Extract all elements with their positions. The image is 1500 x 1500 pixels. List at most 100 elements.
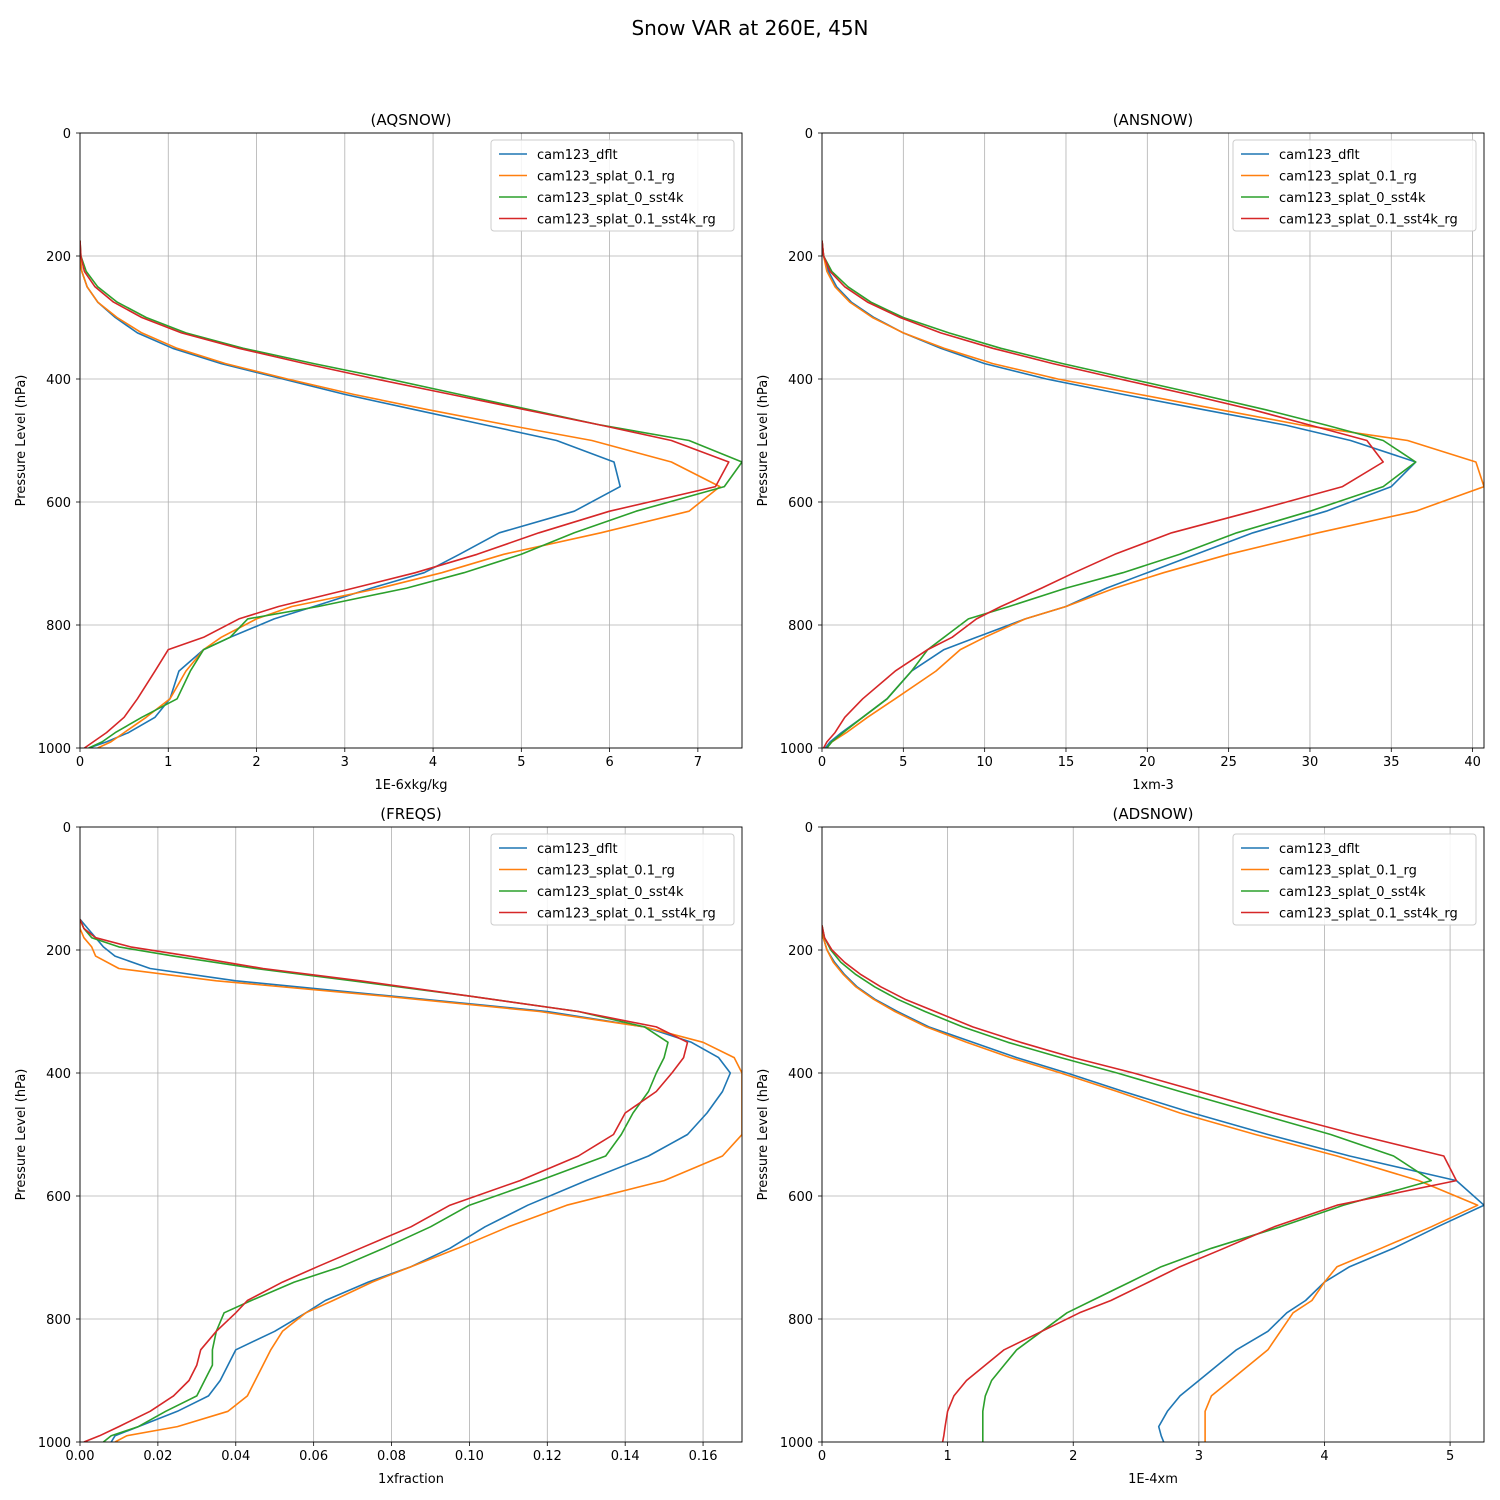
y-tick-label: 600 <box>788 1190 813 1205</box>
legend-label: cam123_splat_0.1_sst4k_rg <box>1279 907 1458 922</box>
subplot-1: 0 1 2 3 4 5 6 7 0 200 400 600 800 1000 (AQSNOW) 1E-6xkg… <box>14 111 743 793</box>
y-tick-label: 0 <box>63 821 71 836</box>
x-tick-label: 1 <box>164 755 172 770</box>
y-axis-label: Pressure Level (hPa) <box>14 1069 29 1201</box>
y-tick-label: 1000 <box>780 742 813 757</box>
y-tick-label: 200 <box>788 944 813 959</box>
legend: cam123_dflt cam123_splat_0.1_rg cam123_spl… <box>1232 139 1477 232</box>
legend: cam123_dflt cam123_splat_0.1_rg cam123_spl… <box>1232 833 1477 926</box>
legend-label: cam123_splat_0.1_rg <box>1279 864 1417 879</box>
x-tick-label: 5 <box>1446 1449 1454 1464</box>
x-tick-label: 0.04 <box>221 1449 250 1464</box>
series-line-cam123_splat_0_sst4k <box>822 240 1417 748</box>
y-tick-label: 400 <box>46 373 71 388</box>
x-tick-label: 0.14 <box>611 1449 640 1464</box>
subplot-title: (AQSNOW) <box>371 111 452 129</box>
x-tick-label: 0.08 <box>377 1449 406 1464</box>
series-line-cam123_dflt <box>80 918 732 1442</box>
axes-frame <box>821 826 1485 1443</box>
y-tick-label: 400 <box>788 1067 813 1082</box>
x-tick-label: 0 <box>818 1449 826 1464</box>
x-tick-label: 2 <box>252 755 260 770</box>
legend-box <box>1232 833 1477 926</box>
x-tick-label: 0 <box>818 755 826 770</box>
y-tick-label: 1000 <box>780 1436 813 1451</box>
y-tick-label: 200 <box>46 944 71 959</box>
series-line-cam123_splat_0_sst4k <box>822 925 1432 1442</box>
x-tick-label: 4 <box>429 755 437 770</box>
series-line-cam123_splat_0.1_sst4k_rg <box>80 918 689 1442</box>
subplot-title: (ADSNOW) <box>1113 805 1194 823</box>
series-line-cam123_splat_0.1_rg <box>80 919 742 1442</box>
legend-box <box>490 833 735 926</box>
x-tick-label: 1 <box>943 1449 951 1464</box>
x-tick-label: 0.06 <box>299 1449 328 1464</box>
x-tick-label: 25 <box>1220 755 1237 770</box>
series-line-cam123_splat_0_sst4k <box>80 918 669 1442</box>
subplot-2: 0 5 10 15 20 25 30 35 4002004006008001000(ANSNOW… <box>756 111 1485 793</box>
x-tick-label: 0.16 <box>689 1449 718 1464</box>
y-tick-label: 0 <box>805 127 813 142</box>
legend-label: cam123_splat_0.1_rg <box>537 170 675 185</box>
figure-title: Snow VAR at 260E, 45N <box>631 16 869 40</box>
axes-frame <box>79 826 743 1443</box>
legend-label: cam123_splat_0_sst4k <box>1279 885 1426 900</box>
y-tick-label: 800 <box>788 1313 813 1328</box>
legend-label: cam123_splat_0_sst4k <box>1279 191 1426 206</box>
legend-label: cam123_splat_0_sst4k <box>537 885 684 900</box>
series-line-cam123_splat_0_sst4k <box>80 240 742 748</box>
x-axis-label: 1xm-3 <box>1132 778 1174 793</box>
x-axis-label: 1xfraction <box>378 1472 444 1487</box>
legend-label: cam123_splat_0.1_sst4k_rg <box>537 213 716 228</box>
series-line-cam123_dflt <box>822 925 1484 1442</box>
x-tick-label: 4 <box>1320 1449 1328 1464</box>
legend: cam123_dflt cam123_splat_0.1_rg cam123_spl… <box>490 833 735 926</box>
legend-label: cam123_splat_0.1_sst4k_rg <box>1279 213 1458 228</box>
legend-label: cam123_dflt <box>1279 842 1360 857</box>
y-tick-label: 400 <box>46 1067 71 1082</box>
legend: cam123_dflt cam123_splat_0.1_rg cam123_spl… <box>490 139 735 232</box>
legend-box <box>1232 139 1477 232</box>
x-tick-label: 7 <box>694 755 702 770</box>
x-tick-label: 2 <box>1069 1449 1077 1464</box>
series-line-cam123_splat_0.1_rg <box>822 925 1479 1442</box>
y-tick-label: 600 <box>46 1190 71 1205</box>
x-tick-label: 5 <box>899 755 907 770</box>
y-tick-label: 0 <box>805 821 813 836</box>
x-tick-label: 3 <box>1195 1449 1203 1464</box>
y-tick-label: 1000 <box>38 742 71 757</box>
legend-label: cam123_splat_0.1_sst4k_rg <box>537 907 716 922</box>
legend-label: cam123_dflt <box>537 842 618 857</box>
x-tick-label: 0.12 <box>533 1449 562 1464</box>
y-tick-label: 0 <box>63 127 71 142</box>
series-line-cam123_splat_0.1_rg <box>80 240 721 748</box>
y-axis-label: Pressure Level (hPa) <box>14 375 29 507</box>
legend-label: cam123_splat_0.1_rg <box>1279 170 1417 185</box>
x-tick-label: 10 <box>976 755 993 770</box>
x-tick-label: 40 <box>1464 755 1481 770</box>
x-tick-label: 3 <box>341 755 349 770</box>
y-tick-label: 400 <box>788 373 813 388</box>
x-axis-label: 1E-6xkg/kg <box>374 778 447 793</box>
legend-label: cam123_splat_0.1_rg <box>537 864 675 879</box>
y-tick-label: 200 <box>46 250 71 265</box>
x-tick-label: 5 <box>517 755 525 770</box>
y-tick-label: 200 <box>788 250 813 265</box>
x-tick-label: 0 <box>76 755 84 770</box>
legend-label: cam123_splat_0_sst4k <box>537 191 684 206</box>
x-tick-label: 30 <box>1302 755 1319 770</box>
y-tick-label: 800 <box>46 1313 71 1328</box>
x-tick-label: 15 <box>1058 755 1075 770</box>
y-tick-label: 600 <box>46 496 71 511</box>
x-tick-label: 20 <box>1139 755 1156 770</box>
series-line-cam123_splat_0.1_sst4k_rg <box>822 240 1384 748</box>
axes-frame <box>79 132 743 749</box>
legend-label: cam123_dflt <box>537 148 618 163</box>
y-tick-label: 800 <box>46 619 71 634</box>
x-tick-label: 35 <box>1383 755 1400 770</box>
axes-frame <box>821 132 1485 749</box>
y-axis-label: Pressure Level (hPa) <box>756 375 771 507</box>
legend-label: cam123_dflt <box>1279 148 1360 163</box>
x-tick-label: 6 <box>605 755 613 770</box>
